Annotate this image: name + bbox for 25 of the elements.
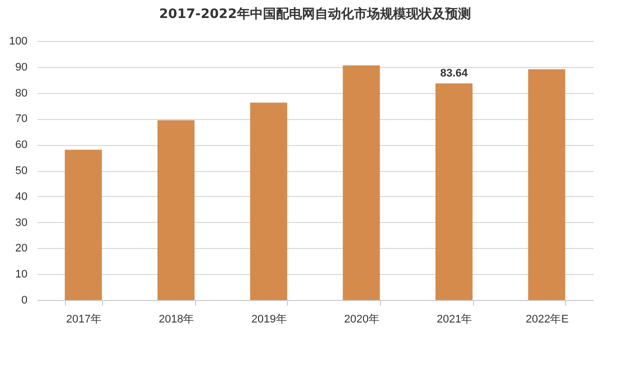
bar <box>157 120 195 300</box>
x-tick-label: 2019年 <box>251 314 287 326</box>
y-tick-label: 70 <box>15 113 28 126</box>
x-tick-label: 2020年 <box>344 314 380 326</box>
y-tick-label: 60 <box>15 139 28 152</box>
y-tick-label: 20 <box>15 242 28 255</box>
data-label: 83.64 <box>440 67 469 80</box>
y-tick-label: 50 <box>15 165 28 177</box>
x-tick-label: 2017年 <box>66 314 102 326</box>
x-tick-label: 2018年 <box>158 314 194 326</box>
bar <box>64 150 102 300</box>
y-tick-label: 80 <box>15 87 28 100</box>
y-tick-label: 30 <box>15 216 28 229</box>
y-tick-label: 90 <box>15 61 28 74</box>
bar <box>342 65 380 300</box>
y-tick-label: 40 <box>15 190 28 203</box>
x-tick-label: 2022年E <box>526 314 569 326</box>
chart-title: 2017-2022年中国配电网自动化市场规模现状及预测 <box>159 6 471 22</box>
x-tick-label: 2021年 <box>436 314 472 326</box>
y-tick-label: 10 <box>15 268 28 281</box>
bar <box>250 102 288 300</box>
bar <box>435 83 473 300</box>
y-tick-label: 0 <box>21 294 28 306</box>
bar <box>528 69 566 300</box>
y-tick-label: 100 <box>9 36 28 48</box>
